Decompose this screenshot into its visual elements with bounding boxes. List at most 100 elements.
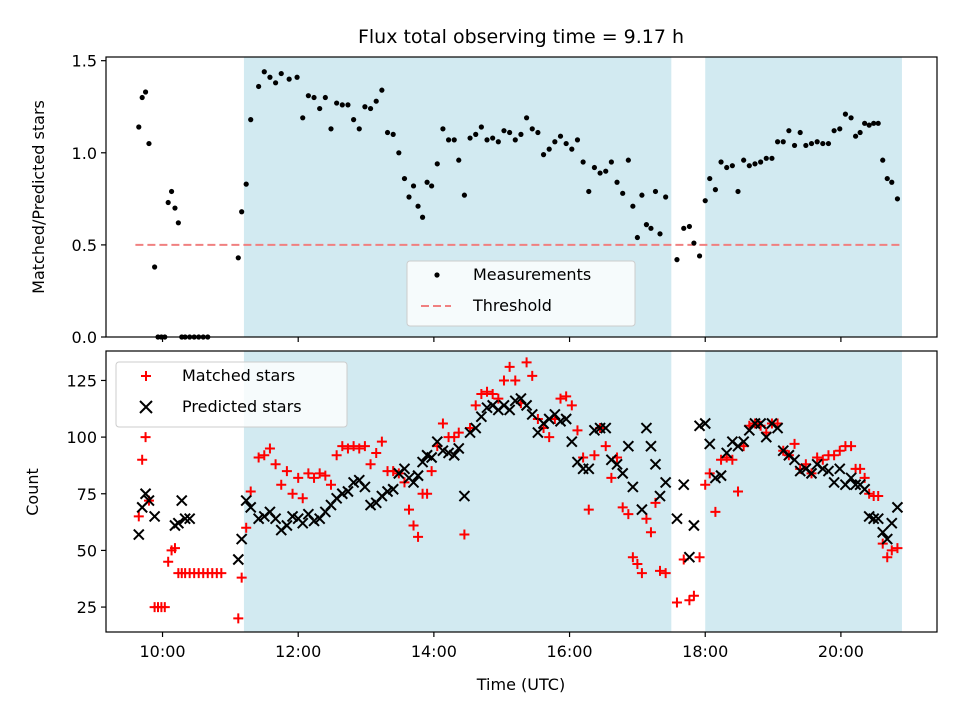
measurement-point <box>467 135 473 141</box>
legend-box <box>406 260 636 327</box>
measurement-point <box>814 139 820 145</box>
matched-stars-point <box>561 391 572 402</box>
matched-stars-point <box>293 472 304 483</box>
x-tick-label: 16:00 <box>546 642 592 661</box>
measurement-point <box>256 83 262 90</box>
matched-stars-point <box>241 522 252 533</box>
matched-stars-point <box>159 602 170 613</box>
matched-stars-point <box>470 400 481 411</box>
measurement-point <box>406 194 412 200</box>
measurement-point <box>401 175 408 182</box>
measurement-point <box>267 74 273 80</box>
legend-label: Predicted stars <box>182 397 302 416</box>
measurement-point <box>630 203 636 209</box>
predicted-stars-point <box>754 417 767 430</box>
measurement-point <box>356 126 362 132</box>
top-y-axis-label: Matched/Predicted stars <box>29 100 48 294</box>
measurement-point <box>614 179 620 185</box>
predicted-stars-point <box>416 456 429 468</box>
measurement-point <box>702 198 708 204</box>
predicted-stars-point <box>699 417 711 430</box>
matched-stars-point <box>437 418 448 429</box>
matched-stars-point <box>617 502 628 513</box>
matched-stars-point <box>264 443 275 454</box>
matched-stars-point <box>688 590 699 601</box>
matched-stars-point <box>510 375 521 386</box>
predicted-stars-point <box>425 451 438 464</box>
legend-label: Matched stars <box>182 366 295 385</box>
measurement-point <box>797 129 803 136</box>
matched-stars-point <box>270 459 281 470</box>
matched-stars-point <box>276 479 287 490</box>
matched-stars-point <box>348 441 359 452</box>
matched-stars-point <box>453 427 464 438</box>
matched-stars-point <box>281 466 292 477</box>
measurement-point <box>317 105 323 112</box>
measurement-point <box>300 115 306 121</box>
legend-marker-plus <box>141 371 151 381</box>
matched-stars-point <box>727 454 738 465</box>
measurement-point <box>648 225 654 231</box>
predicted-stars-point <box>622 440 635 452</box>
measurement-point <box>490 135 496 141</box>
observing-window-2 <box>705 57 902 337</box>
measurement-point <box>334 100 340 106</box>
measurement-point <box>625 157 631 163</box>
measurement-point <box>278 70 284 77</box>
measurement-point <box>563 140 569 147</box>
matched-stars-point <box>422 488 433 499</box>
matched-stars-point <box>309 472 320 483</box>
measurement-point <box>546 146 552 152</box>
predicted-stars-point <box>176 494 188 507</box>
measurement-point <box>339 102 345 108</box>
measurement-point <box>786 128 792 134</box>
measurement-point <box>501 128 507 134</box>
predicted-stars-point <box>245 501 257 514</box>
predicted-stars-point <box>891 501 904 514</box>
axes-frame <box>105 350 938 633</box>
predicted-stars-point <box>760 431 772 443</box>
measurement-point <box>410 183 417 189</box>
measurement-point <box>707 175 713 182</box>
measurement-point <box>774 139 781 145</box>
x-tick-label: 18:00 <box>682 642 728 661</box>
measurement-point <box>663 194 669 200</box>
matched-stars-point <box>359 441 370 452</box>
matched-stars-point <box>716 454 727 465</box>
measurement-point <box>871 120 877 126</box>
matched-stars-point <box>632 559 643 570</box>
y-tick-label: 50 <box>77 541 97 560</box>
predicted-stars-point <box>849 478 862 491</box>
predicted-stars-point <box>179 512 191 525</box>
measurement-point <box>351 117 357 123</box>
count-panel: 25 50 75 100 125 10:00 12:00 14:00 16:00 18:00 20:… <box>66 350 938 661</box>
matched-stars-point <box>589 450 600 461</box>
predicted-stars-point <box>297 517 309 529</box>
matched-stars-point <box>137 454 148 465</box>
predicted-stars-point <box>148 510 161 523</box>
measurement-point <box>175 220 181 226</box>
measurement-point <box>880 157 886 163</box>
bottom-y-axis-label: Count <box>23 468 42 516</box>
predicted-stars-point <box>520 399 533 412</box>
predicted-stars-point <box>172 517 185 529</box>
predicted-stars-point <box>532 426 544 439</box>
predicted-stars-point <box>640 422 653 434</box>
matched-stars-point <box>641 513 652 524</box>
measurement-point <box>415 203 421 209</box>
matched-stars-point <box>337 441 348 452</box>
measurement-point <box>837 126 843 132</box>
measurement-point <box>866 122 872 128</box>
measurement-point <box>165 199 171 206</box>
measurement-point <box>362 104 368 110</box>
matched-stars-point <box>555 393 566 404</box>
measurement-point <box>243 181 249 187</box>
predicted-stars-point <box>600 422 612 434</box>
measurement-point <box>889 179 895 185</box>
measurement-point <box>603 168 609 174</box>
matched-stars-point <box>578 452 589 463</box>
predicted-stars-point <box>470 422 482 434</box>
matched-stars-point <box>817 454 828 465</box>
predicted-stars-point <box>232 553 244 566</box>
